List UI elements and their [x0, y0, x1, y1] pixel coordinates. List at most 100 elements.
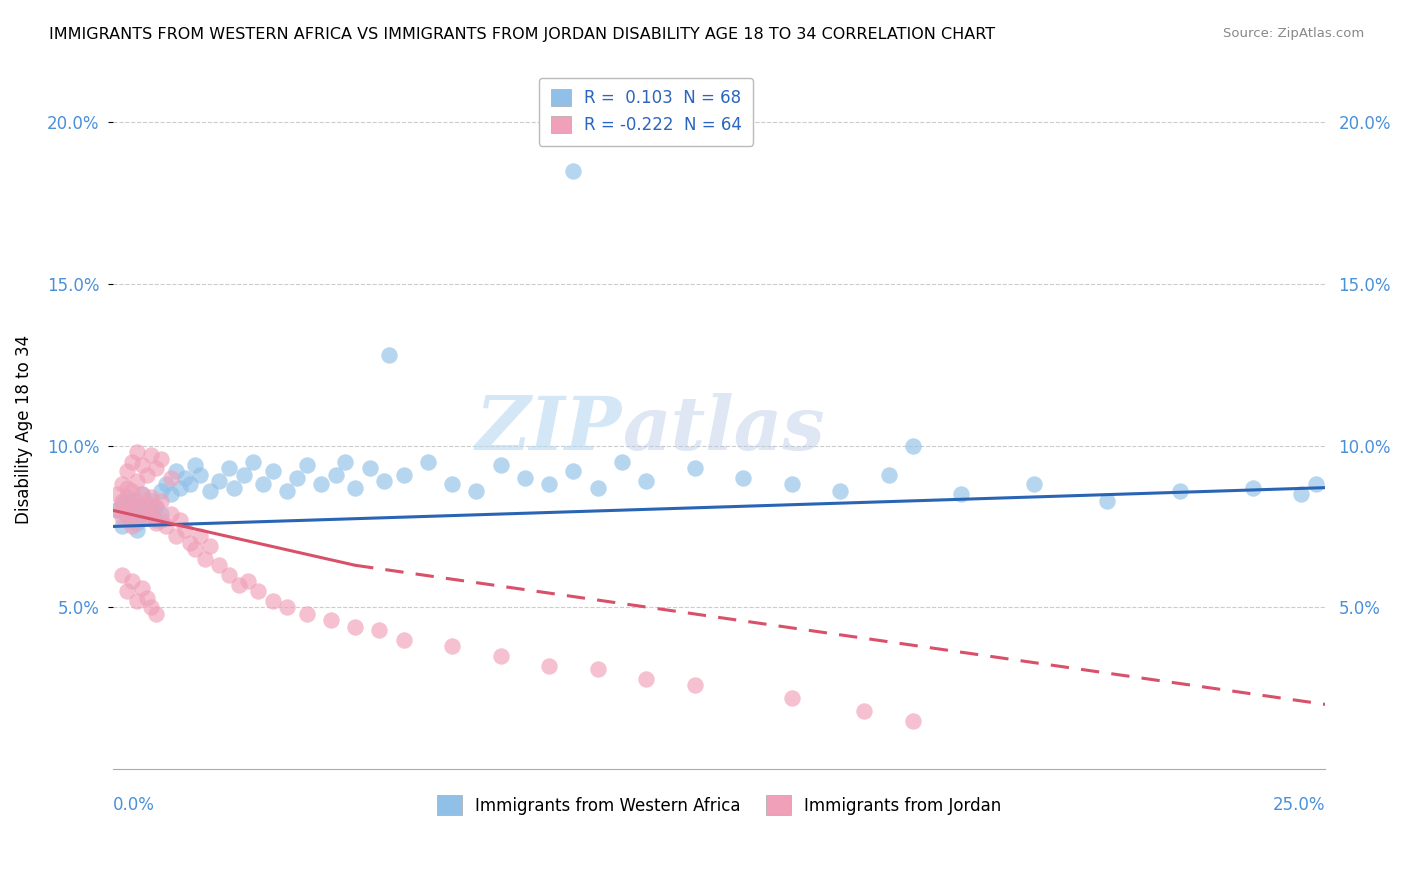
Point [179, 477, 201, 491]
Point [145, 607, 167, 621]
Point [121, 483, 143, 498]
Point [465, 483, 488, 498]
Text: IMMIGRANTS FROM WESTERN AFRICA VS IMMIGRANTS FROM JORDAN DISABILITY AGE 18 TO 34: IMMIGRANTS FROM WESTERN AFRICA VS IMMIGR… [49, 27, 995, 42]
Text: Source: ZipAtlas.com: Source: ZipAtlas.com [1223, 27, 1364, 40]
Point [135, 497, 157, 511]
Text: atlas: atlas [621, 393, 824, 466]
Point [111, 477, 134, 491]
Point [111, 493, 134, 508]
Point [252, 477, 274, 491]
Point [242, 455, 264, 469]
Point [344, 481, 367, 495]
Point [125, 523, 148, 537]
Point [378, 348, 401, 362]
Point [155, 477, 177, 491]
Point [145, 516, 167, 531]
Point [1095, 493, 1118, 508]
Point [121, 500, 143, 514]
Point [150, 507, 173, 521]
Point [125, 516, 148, 531]
Point [159, 507, 181, 521]
Point [232, 467, 254, 482]
Point [247, 584, 270, 599]
Point [115, 507, 138, 521]
Point [150, 493, 173, 508]
Point [538, 658, 561, 673]
Point [562, 163, 585, 178]
Point [131, 507, 153, 521]
Point [125, 513, 148, 527]
Point [107, 503, 129, 517]
Point [174, 523, 197, 537]
Point [125, 493, 148, 508]
Point [150, 483, 173, 498]
Point [683, 678, 706, 692]
Legend: R =  0.103  N = 68, R = -0.222  N = 64: R = 0.103 N = 68, R = -0.222 N = 64 [538, 78, 754, 145]
Point [1305, 477, 1327, 491]
Point [562, 465, 585, 479]
Point [111, 568, 134, 582]
Point [830, 483, 852, 498]
Point [733, 471, 755, 485]
Point [188, 467, 211, 482]
Point [1241, 481, 1264, 495]
Point [586, 481, 609, 495]
Point [169, 481, 191, 495]
Point [276, 600, 298, 615]
Point [853, 704, 876, 718]
Point [141, 503, 163, 517]
Point [276, 483, 298, 498]
Point [111, 497, 134, 511]
Point [141, 600, 163, 615]
Point [218, 461, 240, 475]
Point [208, 474, 231, 488]
Point [159, 471, 181, 485]
Point [121, 574, 143, 589]
Point [111, 519, 134, 533]
Point [125, 474, 148, 488]
Point [368, 623, 391, 637]
Point [141, 448, 163, 462]
Point [155, 519, 177, 533]
Point [359, 461, 381, 475]
Point [115, 491, 138, 505]
Point [165, 465, 187, 479]
Point [392, 467, 415, 482]
Point [238, 574, 260, 589]
Point [636, 672, 658, 686]
Point [636, 474, 658, 488]
Point [610, 455, 633, 469]
Point [950, 487, 973, 501]
Point [169, 513, 191, 527]
Point [131, 581, 153, 595]
Point [586, 662, 609, 676]
Point [115, 465, 138, 479]
Point [441, 477, 464, 491]
Point [683, 461, 706, 475]
Point [159, 487, 181, 501]
Point [780, 477, 803, 491]
Point [780, 690, 803, 705]
Point [121, 519, 143, 533]
Point [135, 591, 157, 605]
Point [208, 558, 231, 573]
Point [107, 487, 129, 501]
Point [373, 474, 395, 488]
Point [489, 458, 512, 472]
Point [309, 477, 332, 491]
Point [416, 455, 439, 469]
Point [145, 500, 167, 514]
Point [228, 577, 250, 591]
Point [145, 500, 167, 514]
Point [150, 513, 173, 527]
Point [179, 535, 201, 549]
Point [295, 458, 318, 472]
Point [184, 458, 207, 472]
Point [262, 594, 284, 608]
Point [121, 493, 143, 508]
Point [107, 503, 129, 517]
Point [1024, 477, 1046, 491]
Point [115, 481, 138, 495]
Point [165, 529, 187, 543]
Point [285, 471, 308, 485]
